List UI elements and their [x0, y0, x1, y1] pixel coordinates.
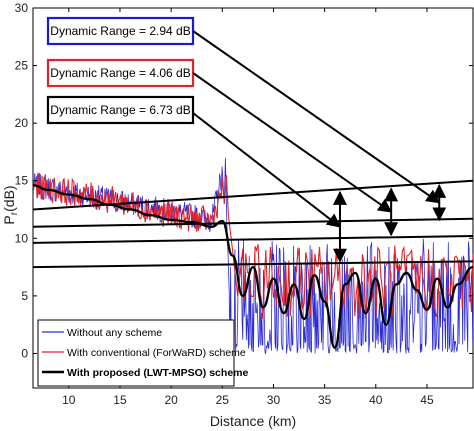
callout-connector-2: [192, 72, 393, 213]
callout-text-2: Dynamic Range = 4.06 dB: [50, 66, 190, 80]
reference-line-1: [33, 179, 473, 211]
x-tick-label: 10: [62, 393, 76, 407]
callout-text-3: Dynamic Range = 6.73 dB: [50, 103, 190, 117]
reference-line-4: [33, 260, 473, 269]
reference-line-3: [33, 235, 473, 244]
x-tick-label: 40: [369, 393, 383, 407]
y-tick-label: 0: [21, 346, 28, 360]
y-axis-title-unit: (dB): [1, 185, 17, 211]
reference-line-2: [33, 217, 473, 228]
x-tick-label: 20: [164, 393, 178, 407]
y-tick-label: 5: [21, 289, 28, 303]
legend-label-3: With proposed (LWT-MPSO) scheme: [67, 367, 248, 379]
legend-box: [37, 319, 235, 387]
callout-box-3: [46, 95, 195, 125]
y-tick-label: 20: [15, 116, 29, 130]
series-lwt-mpso-scheme: [33, 184, 473, 349]
legend-label-2: With conventional (ForWaRD) scheme: [67, 347, 246, 359]
y-tick-label: 15: [15, 174, 29, 188]
y-axis-title-sub: r: [9, 211, 20, 215]
x-tick-label: 30: [267, 393, 281, 407]
callout-connector-3: [192, 112, 342, 228]
y-axis-ticks: 0 5 10 15 20 25 30: [15, 1, 473, 360]
dynamic-range-callouts: Dynamic Range = 2.94 dB Dynamic Range = 4…: [46, 16, 441, 228]
x-tick-label: 15: [113, 393, 127, 407]
svg-text:Pr(dB): Pr(dB): [1, 185, 20, 224]
x-tick-label: 35: [318, 393, 332, 407]
x-tick-label: 45: [420, 393, 434, 407]
x-axis-ticks: 10 15 20 25 30 35 40 45: [62, 8, 434, 407]
legend: Without any scheme With conventional (For…: [37, 319, 248, 387]
callout-text-1: Dynamic Range = 2.94 dB: [50, 24, 190, 38]
x-axis-title: Distance (km): [210, 413, 296, 429]
y-tick-label: 30: [15, 1, 29, 15]
y-axis-title: Pr(dB): [1, 185, 20, 224]
y-tick-label: 25: [15, 59, 29, 73]
y-axis-title-main: P: [1, 215, 17, 224]
series-forward-scheme: [33, 172, 473, 319]
reference-lines: [33, 179, 473, 269]
y-tick-label: 10: [15, 231, 29, 245]
x-tick-label: 25: [216, 393, 230, 407]
legend-label-1: Without any scheme: [67, 327, 162, 339]
callout-connector-1: [192, 30, 441, 204]
